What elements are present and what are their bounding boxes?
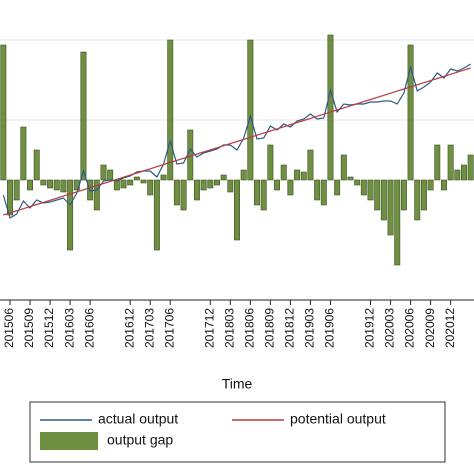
bar bbox=[374, 179, 381, 211]
legend-label: output gap bbox=[107, 432, 173, 448]
bar bbox=[414, 179, 421, 221]
bar bbox=[461, 164, 467, 181]
bar bbox=[227, 179, 234, 193]
bar bbox=[207, 179, 214, 189]
bar bbox=[0, 44, 7, 181]
x-axis-title: Time bbox=[222, 376, 253, 392]
legend-label: potential output bbox=[290, 411, 386, 427]
bar bbox=[53, 179, 60, 191]
bar bbox=[20, 126, 27, 181]
bar bbox=[447, 144, 454, 181]
bar bbox=[300, 171, 307, 181]
x-tick-label: 201706 bbox=[162, 308, 176, 348]
bar bbox=[354, 179, 361, 186]
bar bbox=[400, 179, 407, 211]
bar bbox=[107, 169, 114, 181]
bar bbox=[167, 39, 174, 181]
bar bbox=[347, 176, 354, 181]
x-tick-label: 201712 bbox=[202, 308, 216, 348]
bar bbox=[160, 174, 167, 181]
x-tick-label: 202003 bbox=[383, 308, 397, 348]
bar bbox=[467, 154, 474, 181]
x-tick-label: 201809 bbox=[263, 308, 277, 348]
bar bbox=[93, 179, 100, 211]
bar bbox=[307, 149, 314, 181]
bar bbox=[427, 179, 434, 191]
bar bbox=[27, 179, 34, 191]
legend-swatch bbox=[40, 432, 98, 450]
bar bbox=[200, 179, 207, 191]
bar bbox=[127, 179, 134, 186]
bar bbox=[40, 179, 47, 186]
x-tick-label: 201812 bbox=[283, 308, 297, 348]
bar bbox=[220, 174, 227, 181]
bar bbox=[440, 179, 447, 191]
bar bbox=[234, 179, 240, 241]
bar bbox=[360, 179, 367, 196]
line bbox=[3, 67, 471, 216]
bar bbox=[420, 179, 427, 211]
bar bbox=[153, 179, 160, 251]
bar bbox=[340, 154, 347, 181]
bar bbox=[387, 179, 394, 236]
bar bbox=[33, 149, 40, 181]
legend-label: actual output bbox=[98, 411, 178, 427]
bar bbox=[120, 179, 127, 189]
bar bbox=[47, 179, 54, 189]
bar bbox=[254, 179, 260, 206]
x-tick-label: 201803 bbox=[222, 308, 236, 348]
bar bbox=[380, 179, 387, 221]
bar bbox=[60, 179, 67, 193]
bar bbox=[334, 179, 341, 196]
x-tick-label: 202012 bbox=[443, 308, 457, 348]
bar bbox=[7, 179, 13, 216]
bar bbox=[140, 179, 147, 184]
x-tick-label: 201506 bbox=[2, 308, 16, 348]
bar bbox=[80, 51, 87, 181]
legend-box bbox=[29, 401, 446, 463]
bar bbox=[147, 179, 154, 196]
bar bbox=[394, 179, 401, 266]
x-tick-label: 202006 bbox=[403, 308, 417, 348]
bar bbox=[434, 144, 441, 181]
bar bbox=[240, 169, 247, 181]
bar bbox=[13, 179, 20, 201]
bar bbox=[274, 179, 281, 191]
bar bbox=[113, 179, 120, 191]
bar bbox=[287, 179, 294, 196]
x-tick-label: 201903 bbox=[303, 308, 317, 348]
x-tick-label: 201912 bbox=[363, 308, 377, 348]
bar bbox=[407, 44, 414, 181]
line bbox=[2, 63, 472, 219]
bar bbox=[314, 179, 321, 201]
bar bbox=[320, 179, 327, 206]
x-tick-label: 201512 bbox=[42, 308, 56, 348]
bar bbox=[180, 179, 187, 211]
bar bbox=[214, 179, 220, 186]
bar bbox=[133, 176, 140, 181]
x-tick-label: 201606 bbox=[82, 308, 96, 348]
x-tick-label: 201906 bbox=[323, 308, 337, 348]
x-tick-label: 201603 bbox=[62, 308, 76, 348]
bar bbox=[454, 169, 461, 181]
bar bbox=[280, 164, 287, 181]
x-tick-label: 201612 bbox=[122, 308, 136, 348]
bar bbox=[327, 34, 334, 181]
bar bbox=[193, 179, 200, 201]
bar bbox=[294, 169, 301, 181]
x-tick-label: 201703 bbox=[142, 308, 156, 348]
bar bbox=[367, 179, 374, 201]
bar bbox=[100, 164, 107, 181]
x-tick-label: 201509 bbox=[22, 308, 36, 348]
bar bbox=[173, 179, 180, 206]
bar bbox=[260, 179, 267, 211]
x-tick-label: 201806 bbox=[243, 308, 257, 348]
bar bbox=[267, 144, 274, 181]
bar bbox=[67, 179, 74, 251]
bar bbox=[247, 39, 254, 181]
x-tick-label: 202009 bbox=[423, 308, 437, 348]
